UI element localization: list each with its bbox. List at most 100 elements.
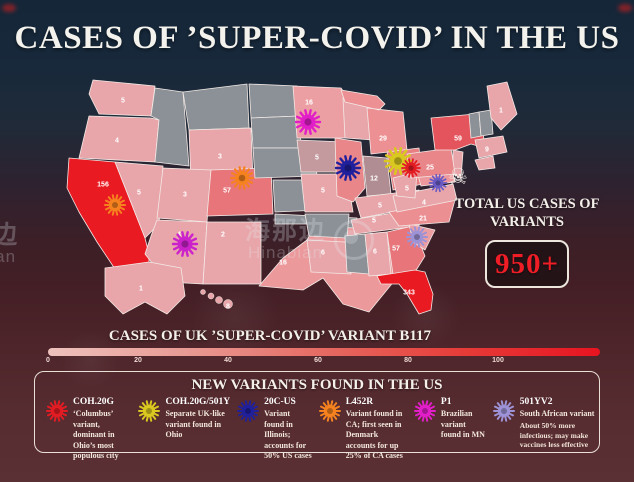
total-cases-label-line1: TOTAL US CASES OF — [454, 196, 600, 212]
virus-icon-coh-20g-501y — [138, 400, 161, 422]
state-value-label-ky: 5 — [378, 203, 382, 210]
state-fl — [376, 269, 434, 315]
legend-variant-name: L452R — [345, 397, 374, 407]
state-value-label-ma: 9 — [485, 147, 489, 154]
total-cases-label-line2: VARIANTS — [490, 213, 564, 230]
decorative-red-smudge — [618, 4, 632, 12]
legend-variant-name: P1 — [440, 397, 452, 407]
state-value-label-ca: 156 — [97, 182, 109, 189]
state-value-label-hi: 8 — [226, 304, 230, 311]
state-ak — [104, 261, 186, 315]
state-wa — [88, 79, 156, 117]
virus-icon-501yv2 — [406, 226, 428, 248]
legend-variant-name: COH.20G — [73, 397, 114, 407]
state-value-label-fl: 343 — [403, 290, 415, 297]
state-nm — [202, 221, 262, 285]
legend-variant-name: COH.20G/501Y — [165, 397, 231, 407]
total-cases-badge: 950+ — [485, 240, 569, 289]
virus-icon-coh-20g — [401, 158, 421, 178]
legend-item-501yv2: 501YV2 South African variant About 50% mor… — [492, 397, 601, 461]
state-value-label-nv: 5 — [137, 190, 141, 197]
variants-legend-panel: NEW VARIANTS FOUND IN THE US COH.20G ‘Col… — [34, 371, 600, 460]
legend-item-coh-20g: COH.20G ‘Columbus’ variant, dominant in O… — [45, 397, 137, 461]
state-value-label-or: 4 — [115, 138, 119, 145]
legend-item-p1: P1 Brazilian variant found in MN — [413, 397, 492, 461]
state-co — [206, 167, 274, 217]
variants-legend-items: COH.20G ‘Columbus’ variant, dominant in O… — [45, 397, 594, 461]
virus-icon-501yv2 — [428, 173, 448, 193]
virus-icon-20c-us — [334, 155, 362, 181]
state-value-label-in: 12 — [370, 176, 378, 183]
state-al — [364, 231, 392, 277]
state-value-label-la: 6 — [321, 250, 325, 257]
state-or — [78, 115, 160, 163]
state-value-label-co: 57 — [223, 188, 231, 195]
state-value-label-nc: 21 — [419, 216, 427, 223]
virus-icon-l452r — [318, 400, 341, 422]
state-sd — [250, 115, 302, 149]
scale-title: CASES OF UK ’SUPER-COVID’ VARIANT B117 — [108, 328, 432, 344]
virus-icon-l452r — [104, 194, 126, 216]
legend-variant-description: Variant found in Illinois; accounts for … — [264, 409, 312, 460]
decorative-red-smudge — [2, 4, 16, 12]
state-nd — [248, 83, 300, 119]
legend-variant-description: Brazilian variant found in MN — [440, 409, 485, 440]
watermark-partial: 海那边 Hinabian — [0, 222, 19, 266]
state-value-label-wv: 5 — [405, 186, 409, 193]
virus-icon-coh-20g-501y — [383, 147, 413, 175]
virus-icon-501yv2 — [492, 400, 515, 422]
state-value-label-ga: 57 — [392, 246, 400, 253]
legend-item-20c-us: 20C-US Variant found in Illinois; account… — [236, 397, 318, 461]
state-nh — [478, 109, 494, 137]
state-value-label-ak: 1 — [139, 286, 143, 293]
variants-legend-title: NEW VARIANTS FOUND IN THE US — [191, 377, 443, 393]
scale-gradient-bar — [48, 348, 600, 356]
us-choropleth-map: 5415653357421616556291255657343214525591… — [66, 79, 518, 315]
legend-variant-description-extra: About 50% more infectious; may make vacc… — [519, 420, 589, 450]
page-title: CASES OF ’SUPER-COVID’ IN THE US — [14, 20, 620, 56]
state-la — [306, 239, 352, 275]
scale-tick-label: 100 — [492, 357, 504, 364]
virus-icon-p1 — [413, 400, 436, 422]
state-value-label-ut: 3 — [183, 192, 187, 199]
state-mt — [182, 83, 250, 131]
legend-item-l452r: L452R Variant found in CA; first seen in … — [318, 397, 413, 461]
state-value-label-wa: 5 — [121, 98, 125, 105]
state-hi-island — [200, 289, 206, 295]
state-value-label-pa: 25 — [426, 165, 434, 172]
state-value-label-va: 4 — [422, 200, 426, 207]
legend-item-coh-20g-501y: COH.20G/501Y Separate UK-like variant fou… — [137, 397, 236, 461]
state-hi-island — [223, 299, 233, 309]
state-value-label-wy: 3 — [218, 154, 222, 161]
skull-crossbones-icon: ☠ — [448, 165, 468, 190]
state-value-label-ia: 5 — [315, 155, 319, 162]
state-me — [486, 81, 518, 131]
state-value-label-mi: 29 — [379, 136, 387, 143]
legend-variant-description: ‘Columbus’ variant, dominant in Ohio’s m… — [73, 409, 119, 460]
scale-tick-label: 60 — [314, 357, 322, 364]
legend-variant-name: 20C-US — [264, 397, 296, 407]
state-value-label-al: 6 — [373, 249, 377, 256]
state-value-label-mn: 16 — [305, 100, 313, 107]
legend-variant-description: Separate UK-like variant found in Ohio — [165, 409, 225, 440]
total-cases-block: TOTAL US CASES OF VARIANTS 950+ — [448, 196, 606, 289]
state-value-label-nm: 2 — [221, 232, 225, 239]
state-value-label-me: 1 — [499, 108, 503, 115]
legend-variant-description: Variant found in CA; first seen in Denma… — [345, 409, 403, 460]
virus-icon-p1 — [294, 109, 322, 135]
total-cases-value: 950+ — [494, 247, 560, 280]
state-hi-island — [215, 296, 223, 304]
watermark-en-text: Hinabian — [0, 247, 17, 267]
state-value-label-tn: 5 — [372, 218, 376, 225]
virus-icon-p1 — [171, 231, 199, 257]
scale-tick-label: 20 — [134, 357, 142, 364]
virus-icon-coh-20g — [46, 400, 68, 422]
state-ar — [304, 213, 350, 239]
state-hi-island — [207, 292, 215, 300]
state-value-label-tx: 16 — [279, 260, 287, 267]
legend-variant-description: South African variant — [519, 409, 595, 419]
legend-variant-name: 501YV2 — [519, 397, 553, 407]
state-ma — [474, 135, 508, 159]
decorative-virus-silhouette — [60, 330, 120, 390]
